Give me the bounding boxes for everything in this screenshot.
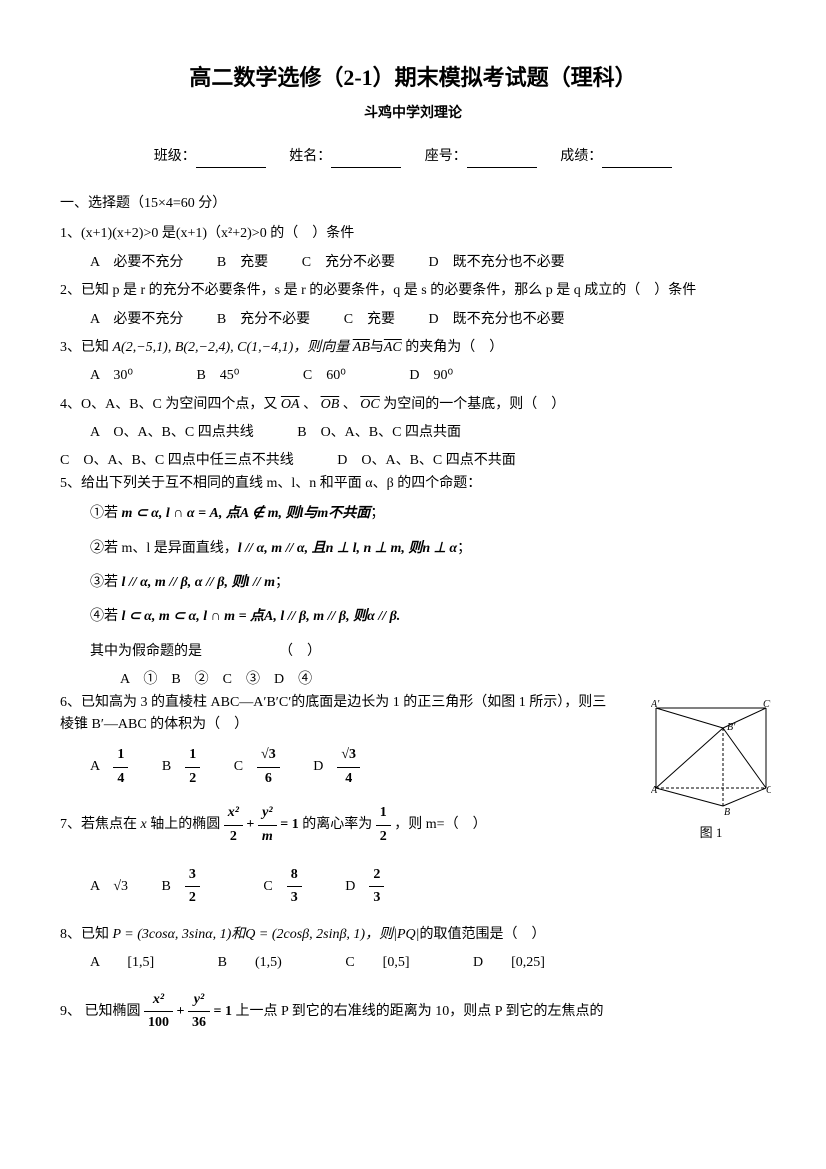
q5-ask: 其中为假命题的是 （ ）: [60, 641, 766, 663]
svg-text:B: B: [724, 807, 730, 815]
name-field: 姓名：: [289, 146, 401, 168]
figure-1-caption: 图 1: [651, 823, 771, 844]
section-1-heading: 一、选择题（15×4=60 分）: [60, 193, 766, 215]
question-4-options-row1: A O、A、B、C 四点共线 B O、A、B、C 四点共面: [60, 422, 766, 444]
question-1: 1、(x+1)(x+2)>0 是(x+1)（x²+2)>0 的（ ）条件: [60, 223, 766, 245]
figure-1: A' C' B' A C B 图 1: [651, 700, 771, 844]
question-1-options: A 必要不充分 B 充要 C 充分不必要 D 既不充分也不必要: [60, 252, 766, 274]
q5-proposition-2: ②若 m、l 是异面直线，l // α, m // α, 且n ⊥ l, n ⊥…: [60, 538, 766, 560]
question-9: 9、 已知椭圆 x²100 + y²36 = 1 上一点 P 到它的右准线的距离…: [60, 989, 766, 1035]
info-row: 班级： 姓名： 座号： 成绩：: [60, 146, 766, 168]
question-8-options: A [1,5] B (1,5) C [0,5] D [0,25]: [60, 952, 766, 974]
page-subtitle: 斗鸡中学刘理论: [60, 103, 766, 125]
q5-proposition-1: ①若 m ⊂ α, l ∩ α = A, 点A ∉ m, 则l与m不共面；: [60, 503, 766, 525]
question-2-options: A 必要不充分 B 充分不必要 C 充要 D 既不充分也不必要: [60, 309, 766, 331]
question-4-options-row2: C O、A、B、C 四点中任三点不共线 D O、A、B、C 四点不共面: [60, 450, 766, 472]
svg-text:C: C: [766, 785, 771, 796]
prism-icon: A' C' B' A C B: [651, 700, 771, 815]
question-4: 4、O、A、B、C 为空间四个点，又 OA 、 OB 、 OC 为空间的一个基底…: [60, 394, 766, 416]
q5-proposition-4: ④若 l ⊂ α, m ⊂ α, l ∩ m = 点A, l // β, m /…: [60, 606, 766, 628]
question-5: 5、给出下列关于互不相同的直线 m、l、n 和平面 α、β 的四个命题：: [60, 473, 766, 495]
question-3-options: A 30⁰ B 45⁰ C 60⁰ D 90⁰: [60, 365, 766, 387]
question-2: 2、已知 p 是 r 的充分不必要条件，s 是 r 的必要条件，q 是 s 的必…: [60, 280, 766, 302]
class-field: 班级：: [154, 146, 266, 168]
score-field: 成绩：: [560, 146, 672, 168]
question-5-options: A ① B ② C ③ D ④: [60, 669, 766, 691]
question-3: 3、已知 A(2,−5,1), B(2,−2,4), C(1,−4,1)，则向量…: [60, 337, 766, 359]
svg-text:B': B': [727, 722, 736, 733]
svg-text:A': A': [651, 700, 660, 710]
svg-text:A: A: [651, 785, 658, 796]
q5-proposition-3: ③若 l // α, m // β, α // β, 则l // m；: [60, 572, 766, 594]
page-title: 高二数学选修（2-1）期末模拟考试题（理科）: [60, 60, 766, 95]
question-7-options: A √3 B 32 C 83 D 23: [60, 864, 766, 910]
svg-text:C': C': [763, 700, 771, 710]
question-8: 8、已知 P = (3cosα, 3sinα, 1)和Q = (2cosβ, 2…: [60, 924, 766, 946]
seat-field: 座号：: [425, 146, 537, 168]
